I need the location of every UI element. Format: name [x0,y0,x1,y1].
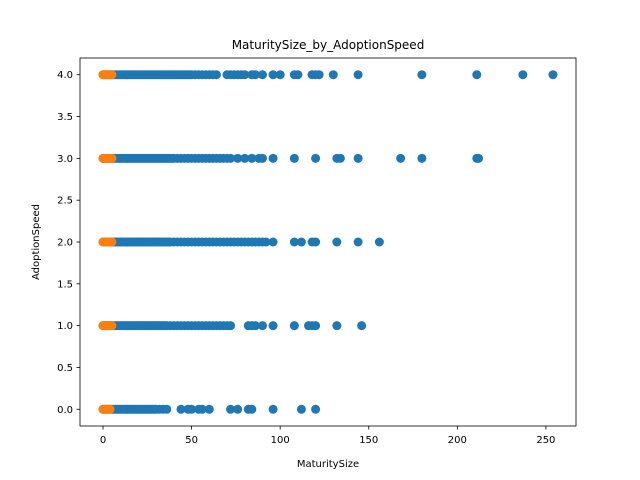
data-point [332,321,342,331]
data-point [187,404,197,414]
data-point [211,70,221,80]
data-point [289,153,299,163]
data-point [335,153,345,163]
x-tick-label: 150 [359,435,378,446]
data-point [332,237,342,247]
data-point [353,237,363,247]
data-point [107,153,117,163]
data-point [296,237,306,247]
data-point [474,153,484,163]
y-tick-label: 1.0 [57,321,73,332]
data-point [396,153,406,163]
data-point [353,70,363,80]
data-point [311,321,321,331]
y-tick-label: 2.5 [57,196,73,207]
x-tick-label: 100 [271,435,290,446]
data-point [296,404,306,414]
data-point [268,404,278,414]
y-tick-label: 2.0 [57,238,73,249]
data-point [247,404,257,414]
data-point [311,404,321,414]
data-point [261,237,271,247]
data-point [105,404,115,414]
data-point [268,321,278,331]
data-point [268,237,278,247]
y-tick-label: 3.5 [57,112,73,123]
x-axis-label: MaturitySize [297,459,359,470]
data-point [247,153,257,163]
data-point [357,321,367,331]
y-tick-label: 0.5 [57,363,73,374]
data-point [257,321,267,331]
data-point [353,153,363,163]
x-tick-label: 0 [100,435,106,446]
data-point [197,404,207,414]
data-point [518,70,528,80]
data-point [226,404,236,414]
data-point [233,404,243,414]
y-axis-label: AdoptionSpeed [31,204,42,280]
data-point [240,153,250,163]
data-point [311,237,321,247]
data-point [293,70,303,80]
data-point [204,404,214,414]
x-axis: 0 50 100 150 200 250 [100,426,555,446]
y-tick-label: 4.0 [57,70,73,81]
series-1 [98,70,117,414]
data-point [311,153,321,163]
data-point [289,321,299,331]
data-point [548,70,558,80]
data-point [268,70,278,80]
x-tick-label: 200 [448,435,467,446]
data-point [162,404,172,414]
data-point [107,237,117,247]
data-point [257,70,267,80]
y-tick-label: 0.0 [57,405,73,416]
data-point [107,70,117,80]
x-tick-label: 250 [536,435,555,446]
points-layer [98,70,558,414]
data-point [233,153,243,163]
y-tick-label: 3.0 [57,154,73,165]
data-point [328,70,338,80]
data-point [176,404,186,414]
data-point [374,237,384,247]
data-point [250,321,260,331]
x-tick-label: 50 [185,435,198,446]
data-point [417,70,427,80]
chart-title: MaturitySize_by_AdoptionSpeed [232,38,425,52]
data-point [472,70,482,80]
data-point [226,321,236,331]
y-axis: 0.0 0.5 1.0 1.5 2.0 2.5 3.0 3.5 4.0 [57,70,80,416]
data-point [107,321,117,331]
data-point [314,70,324,80]
data-point [250,70,260,80]
data-point [417,153,427,163]
data-point [289,237,299,247]
data-point [275,70,285,80]
data-point [268,153,278,163]
data-point [257,153,267,163]
data-point [226,153,236,163]
data-point [240,70,250,80]
y-tick-label: 1.5 [57,279,73,290]
